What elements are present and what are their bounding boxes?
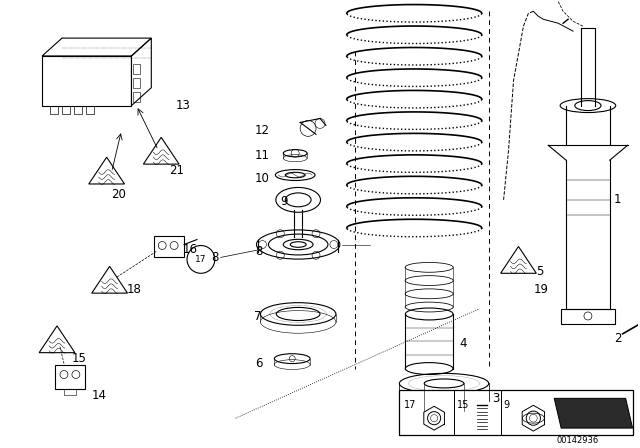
- Bar: [64, 389, 76, 395]
- Text: 10: 10: [255, 172, 269, 185]
- Text: 21: 21: [169, 164, 184, 177]
- Text: 15: 15: [457, 401, 469, 410]
- Text: 18: 18: [127, 283, 141, 296]
- Text: 12: 12: [255, 124, 269, 137]
- Text: 5: 5: [536, 265, 544, 278]
- Text: 17: 17: [195, 255, 207, 264]
- Bar: [74, 106, 82, 113]
- Text: 13: 13: [176, 99, 191, 112]
- Text: 17: 17: [404, 401, 417, 410]
- Text: 15: 15: [72, 352, 87, 365]
- Text: 8: 8: [255, 245, 263, 258]
- Text: 1: 1: [614, 194, 621, 207]
- Bar: [399, 390, 632, 435]
- Bar: [154, 236, 184, 258]
- Text: 19: 19: [533, 283, 548, 296]
- Bar: [86, 106, 93, 113]
- Bar: [133, 78, 140, 88]
- Text: 00142936: 00142936: [557, 436, 599, 445]
- Polygon shape: [554, 398, 632, 428]
- Text: 20: 20: [111, 189, 127, 202]
- Text: 9: 9: [280, 195, 288, 208]
- Bar: [133, 64, 140, 74]
- Text: 6: 6: [255, 357, 263, 370]
- Bar: [55, 365, 85, 389]
- Text: 4: 4: [459, 337, 467, 350]
- Bar: [561, 309, 615, 324]
- Bar: [133, 92, 140, 102]
- Text: 9: 9: [504, 401, 509, 410]
- Text: 8: 8: [211, 251, 219, 264]
- Ellipse shape: [276, 187, 321, 212]
- Text: 2: 2: [614, 332, 621, 345]
- Text: 11: 11: [255, 149, 269, 162]
- Circle shape: [187, 246, 215, 273]
- Bar: [62, 106, 70, 113]
- Text: 3: 3: [493, 392, 500, 405]
- Text: 16: 16: [183, 243, 198, 256]
- Text: 7: 7: [253, 310, 261, 323]
- Text: 14: 14: [92, 389, 107, 402]
- Bar: [50, 106, 58, 113]
